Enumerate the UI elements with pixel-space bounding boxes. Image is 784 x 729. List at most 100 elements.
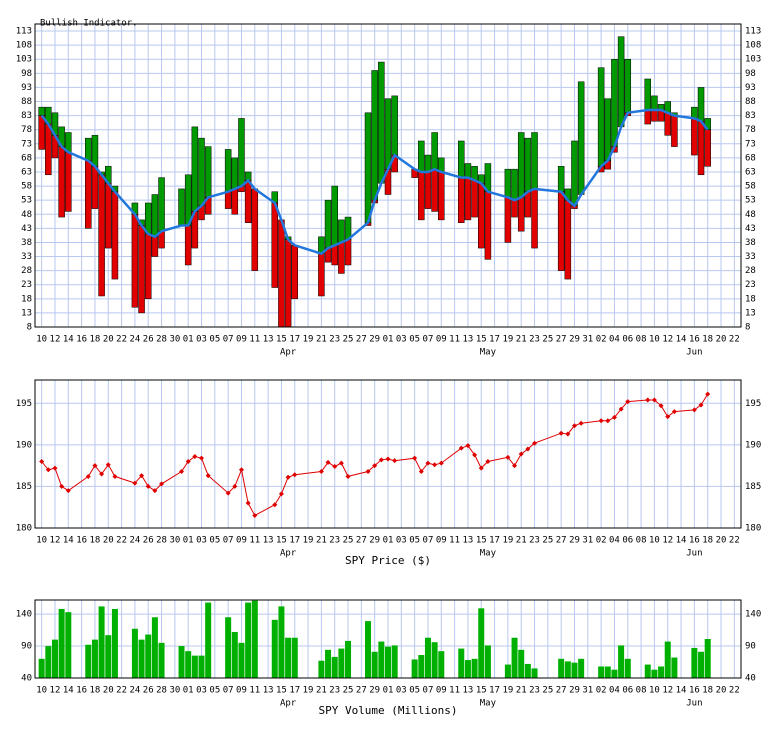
- volume-bar: [484, 645, 491, 678]
- bearish-bar: [517, 197, 525, 232]
- y-tick-label-right: 90: [745, 642, 756, 652]
- bullish-bar: [384, 98, 392, 170]
- bullish-bar: [338, 219, 345, 243]
- bearish-bar: [278, 219, 285, 328]
- x-tick-label: 11: [249, 536, 260, 546]
- x-tick-label: 20: [103, 536, 114, 546]
- price-marker: [578, 420, 584, 426]
- price-marker: [378, 457, 384, 463]
- volume-bar: [85, 644, 92, 678]
- bearish-bar: [224, 191, 232, 209]
- volume-bar: [325, 649, 332, 678]
- volume-bar: [658, 666, 665, 678]
- volume-bar: [205, 602, 212, 678]
- x-tick-label: 03: [396, 335, 407, 345]
- x-tick-label: 13: [463, 536, 474, 546]
- x-tick-label: 20: [716, 536, 727, 546]
- month-label: May: [480, 699, 497, 709]
- x-tick-label: 14: [676, 536, 687, 546]
- volume-bar: [318, 660, 325, 678]
- x-tick-label: 16: [689, 536, 700, 546]
- bearish-bar: [484, 191, 492, 260]
- x-tick-label: 19: [303, 686, 314, 696]
- y-tick-label: 73: [21, 139, 32, 149]
- y-tick-label: 43: [21, 224, 32, 234]
- x-tick-label: 23: [329, 536, 340, 546]
- month-label: Apr: [280, 699, 297, 709]
- x-tick-label: 15: [276, 536, 287, 546]
- x-tick-label: 14: [63, 686, 74, 696]
- x-tick-label: 05: [409, 335, 420, 345]
- x-tick-label: 08: [636, 335, 647, 345]
- y-tick-label: 28: [21, 266, 32, 276]
- x-tick-label: 07: [223, 686, 234, 696]
- x-tick-label: 27: [556, 335, 567, 345]
- bullish-bar: [151, 194, 159, 238]
- price-marker: [438, 460, 444, 466]
- volume-bar: [511, 637, 518, 678]
- price-marker: [625, 399, 631, 405]
- y-tick-label: 68: [21, 153, 32, 163]
- x-tick-label: 21: [516, 335, 527, 345]
- price-marker: [112, 473, 118, 479]
- month-label: Apr: [280, 549, 297, 559]
- bullish-bar: [511, 168, 518, 201]
- price-marker: [485, 458, 491, 464]
- x-tick-label: 25: [542, 536, 553, 546]
- y-tick-label: 103: [16, 55, 32, 65]
- price-marker: [418, 468, 424, 474]
- x-tick-label: 29: [569, 536, 580, 546]
- bearish-bar: [144, 233, 152, 300]
- bearish-bar: [464, 177, 472, 221]
- bullish-bar: [371, 70, 378, 201]
- y-tick-label: 108: [16, 41, 32, 51]
- bearish-bar: [477, 183, 485, 249]
- volume-bar: [145, 634, 152, 678]
- x-tick-label: 24: [129, 686, 140, 696]
- volume-bar: [131, 628, 138, 678]
- y-tick-label-right: 13: [745, 308, 756, 318]
- volume-bar: [365, 621, 372, 678]
- bearish-bar: [338, 242, 345, 274]
- bullish-bar: [691, 106, 698, 119]
- volume-bar: [458, 648, 465, 678]
- bullish-bar: [577, 81, 585, 195]
- x-tick-label: 05: [209, 536, 220, 546]
- y-tick-label-right: 40: [745, 674, 756, 684]
- price-marker: [245, 500, 251, 506]
- price-marker: [658, 403, 664, 409]
- x-tick-label: 25: [343, 335, 354, 345]
- volume-bar: [644, 664, 651, 678]
- x-tick-label: 18: [702, 536, 713, 546]
- price-marker: [192, 453, 198, 459]
- y-tick-label-right: 68: [745, 153, 756, 163]
- price-marker: [611, 414, 617, 420]
- bearish-bar: [111, 191, 119, 280]
- volume-bar: [611, 669, 618, 678]
- bullish-bar: [418, 140, 425, 173]
- month-label: Jun: [686, 549, 702, 559]
- x-tick-label: 29: [569, 686, 580, 696]
- x-tick-label: 10: [649, 335, 660, 345]
- bullish-bar: [204, 146, 212, 198]
- x-tick-label: 30: [169, 686, 180, 696]
- price-marker: [505, 454, 511, 460]
- volume-bar: [424, 637, 431, 678]
- x-tick-label: 03: [196, 335, 207, 345]
- x-tick-label: 17: [289, 335, 300, 345]
- x-tick-label: 28: [156, 536, 167, 546]
- bullish-bar: [531, 132, 538, 190]
- bearish-bar: [105, 183, 112, 249]
- volume-bar: [564, 661, 571, 678]
- price-marker: [205, 473, 211, 479]
- month-label: Jun: [686, 348, 702, 358]
- volume-bar: [331, 656, 338, 678]
- x-tick-label: 18: [90, 536, 101, 546]
- x-tick-label: 14: [676, 335, 687, 345]
- bearish-bar: [431, 168, 438, 212]
- x-tick-label: 16: [76, 335, 87, 345]
- bearish-bar: [664, 112, 671, 136]
- volume-bar: [431, 642, 438, 678]
- x-tick-label: 11: [449, 335, 460, 345]
- volume-bar: [698, 651, 705, 678]
